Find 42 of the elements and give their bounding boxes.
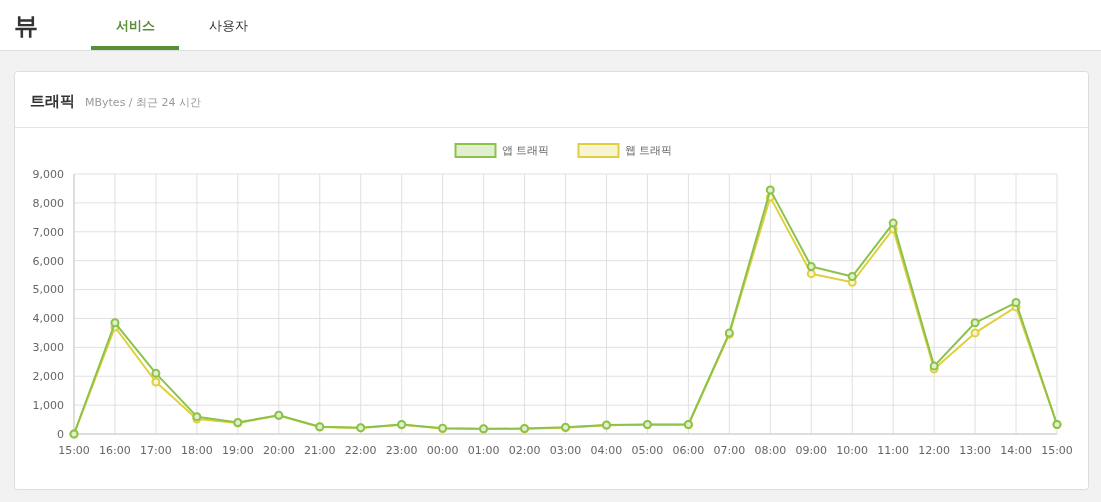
x-tick-label: 10:00 (836, 444, 869, 457)
x-tick-label: 13:00 (959, 444, 991, 457)
x-tick-label: 12:00 (918, 444, 950, 457)
y-tick-label: 2,000 (32, 370, 64, 384)
chart-title: 트래픽 (30, 92, 75, 110)
text: 사용자 (208, 18, 248, 33)
x-tick-label: 01:00 (467, 444, 500, 457)
x-tick-label: 19:00 (221, 444, 254, 457)
x-tick-label: 14:00 (1000, 444, 1032, 457)
legend-label: 앱 트래픽 (501, 143, 549, 157)
x-tick-label: 15:00 (58, 444, 90, 457)
x-tick-label: 18:00 (181, 444, 213, 457)
y-tick-label: 8,000 (32, 196, 64, 210)
text: 서비스 (115, 18, 155, 33)
x-tick-label: 04:00 (590, 444, 623, 457)
x-tick-label: 23:00 (385, 444, 418, 457)
x-tick-label: 00:00 (426, 444, 459, 457)
x-tick-label: 07:00 (713, 444, 746, 457)
x-tick-label: 21:00 (303, 444, 336, 457)
y-tick-label: 3,000 (32, 341, 64, 355)
x-tick-label: 22:00 (344, 444, 377, 457)
x-tick-label: 05:00 (631, 444, 664, 457)
y-tick-label: 1,000 (32, 398, 64, 412)
y-tick-label: 4,000 (32, 312, 64, 326)
y-tick-label: 0 (57, 427, 64, 441)
x-tick-label: 03:00 (549, 444, 582, 457)
x-tick-label: 09:00 (795, 444, 828, 457)
x-tick-label: 08:00 (754, 444, 787, 457)
x-tick-label: 17:00 (140, 444, 172, 457)
y-tick-label: 7,000 (32, 225, 64, 239)
text: 뷰 (14, 12, 38, 40)
legend-label: 웹 트래픽 (624, 143, 672, 157)
chart-subtitle: MBytes / 최근 24 시간 (85, 96, 202, 109)
y-tick-label: 9,000 (32, 167, 64, 181)
x-tick-label: 02:00 (508, 444, 541, 457)
x-tick-label: 06:00 (672, 444, 705, 457)
x-tick-label: 16:00 (99, 444, 131, 457)
y-tick-label: 6,000 (32, 254, 64, 268)
x-tick-label: 20:00 (262, 444, 295, 457)
x-tick-label: 11:00 (877, 444, 910, 457)
y-tick-label: 5,000 (32, 283, 64, 297)
x-tick-label: 15:00 (1041, 444, 1073, 457)
